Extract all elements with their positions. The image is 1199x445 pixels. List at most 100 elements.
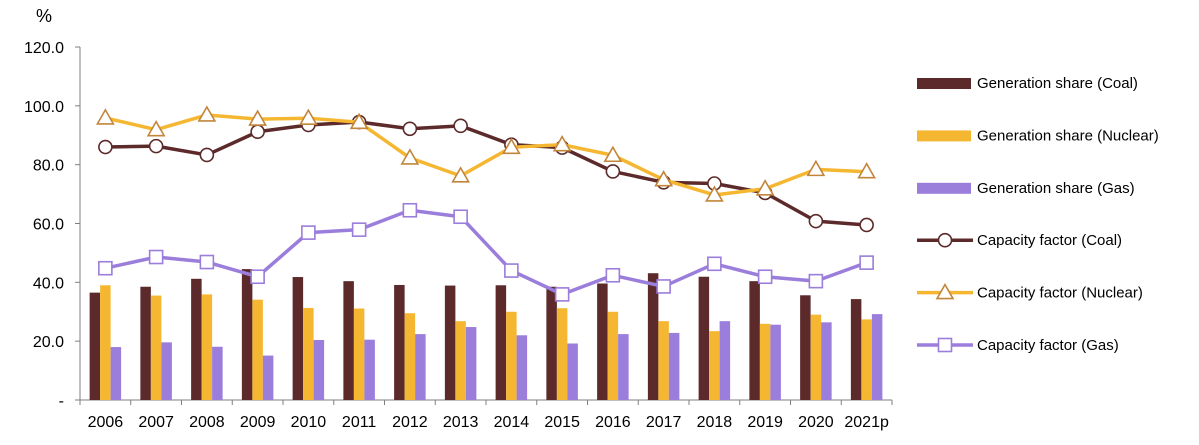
line-series-group [95,105,877,302]
y-tick-label: 40.0 [33,275,64,292]
bar-0 [444,285,456,400]
line-0-point [402,121,418,137]
bar-0 [749,281,760,400]
line-2-point [402,202,418,218]
line-0-point [148,138,164,154]
line-0-point [250,124,265,140]
bar-2 [415,334,426,400]
bar-0 [241,269,253,400]
line-1-point [704,185,724,202]
bar-0 [546,286,557,400]
line-2-point [554,287,570,302]
line-2-point [808,273,824,289]
line-1-point [806,159,826,177]
bar-2 [567,343,578,400]
line-0-point [605,164,621,179]
line-2-point [453,209,468,225]
line-0-point [453,118,468,134]
x-tick-label: 2021p [844,414,889,431]
x-tick-label: 2014 [494,414,530,431]
x-tick-label: 2015 [544,414,580,431]
line-2-point [707,256,722,272]
x-tick-label: 2010 [291,414,327,431]
x-tick-label: 2011 [342,414,377,431]
bar-0 [292,277,304,400]
bar-2 [212,346,223,400]
line-2-point [301,225,316,240]
bar-0 [597,283,608,400]
legend-label: Capacity factor (Nuclear) [977,285,1143,302]
bar-2 [719,321,731,400]
line-1 [104,113,867,197]
x-tick-label: 2020 [798,414,834,431]
bar-1 [506,311,517,400]
x-tick-label: 2017 [646,414,682,431]
bar-2 [770,324,781,400]
x-tick-label: 2016 [595,414,631,431]
line-0 [105,120,867,227]
bar-1 [100,285,111,400]
bar-2 [821,322,832,400]
bar-1 [861,319,872,400]
bar-2 [364,339,375,400]
line-0-point [98,139,113,155]
x-tick-label: 2009 [240,414,276,431]
line-1-point [451,166,471,183]
y-tick-label: 20.0 [33,334,64,351]
bar-0 [89,292,101,400]
bar-0 [800,295,811,400]
bar-1 [658,321,669,400]
bar-1 [252,299,263,400]
line-2-point [98,260,113,276]
y-tick-label: 120.0 [24,40,64,57]
line-2-point [199,254,215,270]
bar-0 [140,286,151,400]
bar-2 [110,347,122,400]
legend-swatch-marker [935,282,955,300]
line-0-point [199,147,215,163]
line-1-point [349,112,369,130]
bar-1 [759,323,771,400]
legend-label: Generation share (Coal) [977,75,1138,92]
bar-0 [394,284,405,400]
bar-2 [668,332,680,400]
x-tick-label: 2008 [189,414,225,431]
y-tick-label: - [59,393,64,410]
bar-0 [191,278,202,400]
line-1-point [197,105,217,122]
bar-0 [647,273,659,400]
line-1-point [654,170,674,187]
line-2-point [859,255,874,270]
legend-swatch [917,182,971,194]
legend-label: Generation share (Nuclear) [977,127,1159,144]
x-tick-label: 2013 [443,414,479,431]
legend-label: Capacity factor (Coal) [977,232,1122,249]
bar-1 [404,313,416,400]
bar-1 [455,321,466,400]
line-0-point [808,213,824,229]
legend-label: Generation share (Gas) [977,180,1135,197]
line-1-point [95,108,115,125]
bar-1 [709,331,720,400]
line-1-point [755,179,775,196]
x-tick-label: 2018 [697,414,733,431]
legend: Generation share (Coal) Generation share … [917,75,1159,354]
line-2 [104,208,868,297]
bar-1 [150,295,162,400]
bar-series-group [89,269,883,400]
legend-swatch-marker [937,232,953,248]
bar-0 [698,276,710,400]
legend-swatch-marker [937,337,953,353]
bar-2 [313,339,325,400]
line-2-point [656,279,671,294]
bar-2 [516,335,528,400]
y-tick-label: 100.0 [24,99,64,116]
y-unit-label: % [36,6,52,26]
line-1-point [248,109,268,126]
axes: - 20.0 40.0 60.0 80.0 100.0 120.0 2006 2007 2008 2… [24,40,893,431]
x-tick-label: 2006 [88,414,124,431]
bar-1 [303,307,314,400]
line-1-point [298,108,318,125]
